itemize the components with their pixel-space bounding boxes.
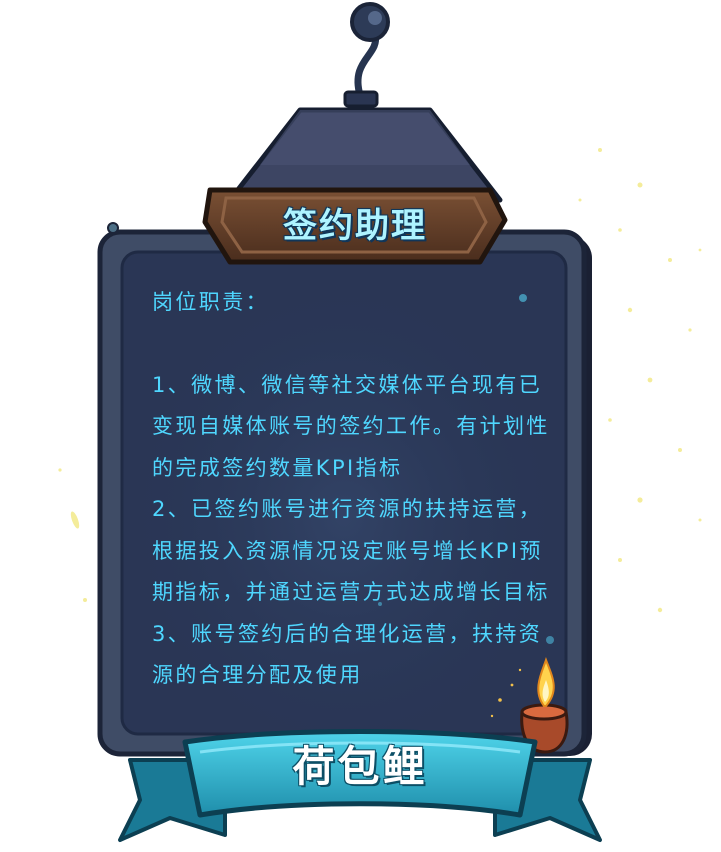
duties-heading: 岗位职责： <box>152 290 269 314</box>
ribbon-brand-label: 荷包鲤 <box>292 742 428 791</box>
sparkle-icon <box>58 148 702 613</box>
duty-item: 2、已签约账号进行资源的扶持运营，根据投入资源情况设定账号增长KPI预期指标，并… <box>152 497 550 604</box>
job-description: 岗位职责： 1、微博、微信等社交媒体平台现有已变现自媒体账号的签约工作。有计划性… <box>152 282 552 697</box>
lamp-hook-icon <box>343 2 390 108</box>
card-title: 签约助理 <box>283 206 427 246</box>
duty-item: 3、账号签约后的合理化运营，扶持资源的合理分配及使用 <box>152 621 543 688</box>
duty-item: 1、微博、微信等社交媒体平台现有已变现自媒体账号的签约工作。有计划性的完成签约数… <box>152 372 550 480</box>
